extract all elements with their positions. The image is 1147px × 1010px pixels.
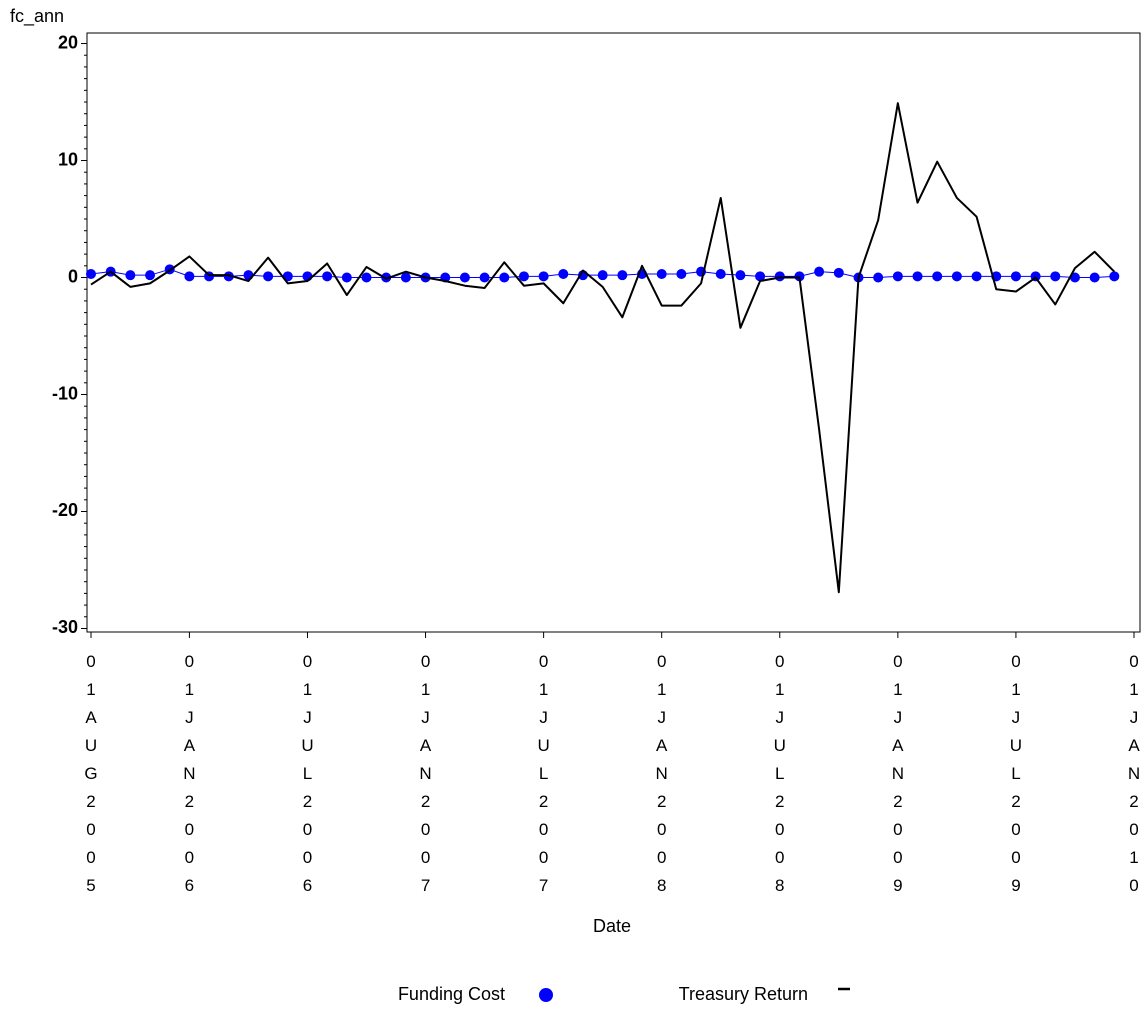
data-point (499, 272, 510, 283)
data-point (873, 272, 884, 283)
data-point (479, 272, 490, 283)
data-point (932, 271, 943, 282)
series-line (90, 102, 1116, 594)
data-point (263, 271, 274, 282)
data-point (1109, 271, 1120, 282)
x-tick-label: 01JAN2009 (888, 652, 907, 904)
legend-marker (539, 988, 553, 1002)
x-tick-label: 01JAN2008 (652, 652, 671, 904)
x-tick-label: 01JUL2008 (770, 652, 789, 904)
data-point (400, 272, 411, 283)
data-point (518, 271, 529, 282)
plot-frame (86, 32, 1141, 633)
x-axis-label: Date (593, 916, 631, 936)
data-point (243, 270, 254, 281)
x-tick-label: 01JAN2010 (1125, 652, 1144, 904)
data-point (145, 270, 156, 281)
x-tick-label: 01JUL2006 (298, 652, 317, 904)
data-point (676, 269, 687, 280)
data-point (617, 270, 628, 281)
data-point (735, 270, 746, 281)
data-point (381, 272, 392, 283)
data-point (86, 269, 96, 280)
y-tick-label: 20 (58, 32, 78, 52)
data-point (951, 271, 962, 282)
data-point (1050, 271, 1061, 282)
data-point (1010, 271, 1021, 282)
x-tick-label: 01JAN2006 (180, 652, 199, 904)
data-point (814, 266, 825, 277)
data-point (971, 271, 982, 282)
data-point (459, 272, 470, 283)
data-point (597, 270, 608, 281)
data-point (794, 271, 805, 282)
data-point (184, 271, 195, 282)
y-axis-label: fc_ann (10, 6, 64, 27)
y-tick-label: -10 (52, 383, 78, 403)
x-tick-label: 01JUL2007 (534, 652, 553, 904)
data-point (656, 269, 667, 280)
y-tick-label: 10 (58, 149, 78, 169)
data-point (322, 271, 333, 282)
data-point (223, 271, 234, 282)
y-tick-label: -30 (52, 617, 78, 637)
data-point (1069, 272, 1080, 283)
data-point (715, 269, 726, 280)
x-tick-label: 01AUG2005 (82, 652, 101, 904)
data-point (361, 272, 372, 283)
data-point (755, 271, 766, 282)
y-tick-label: -20 (52, 500, 78, 520)
data-point (125, 270, 136, 281)
data-point (558, 269, 569, 280)
data-point (341, 272, 352, 283)
x-tick-label: 01JAN2007 (416, 652, 435, 904)
data-point (892, 271, 903, 282)
data-point (774, 271, 785, 282)
legend-label: Treasury Return (679, 984, 808, 1004)
data-point (538, 271, 549, 282)
data-point (833, 267, 844, 278)
data-point (1089, 272, 1100, 283)
x-tick-label: 01JUL2009 (1006, 652, 1025, 904)
data-point (912, 271, 923, 282)
legend-label: Funding Cost (398, 984, 505, 1004)
y-tick-label: 0 (68, 266, 78, 286)
